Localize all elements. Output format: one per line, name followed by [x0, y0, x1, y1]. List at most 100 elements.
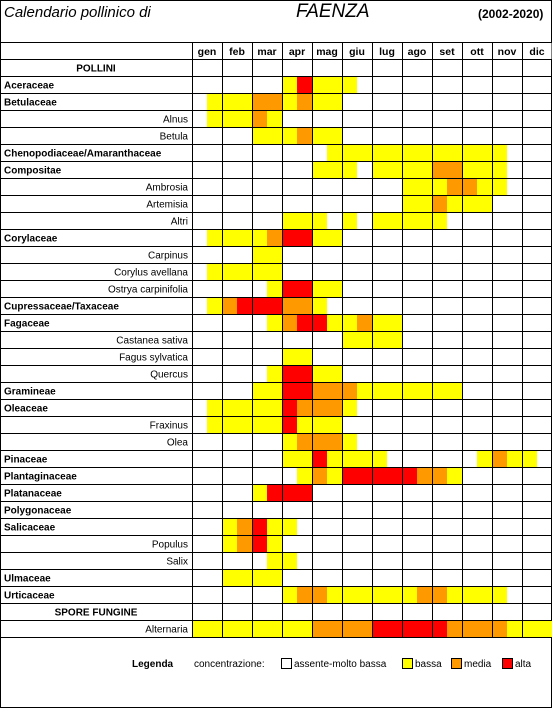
cell-oleaceae-6 — [282, 400, 297, 416]
cell-gramineae-6 — [282, 383, 297, 399]
row-label-oleaceae: Oleaceae — [4, 404, 48, 415]
cell-alternaria-1 — [207, 621, 222, 637]
row-label-populus: Populus — [152, 540, 188, 551]
cell-fagaceae-13 — [387, 315, 402, 331]
cell-alternaria-7 — [297, 621, 312, 637]
cell-fagaceae-11 — [357, 315, 372, 331]
cell-corylaceae-7 — [297, 230, 312, 246]
cell-alternaria-23 — [537, 621, 552, 637]
cell-ulmaceae-5 — [267, 570, 282, 586]
cell-plantaginaceae-7 — [297, 468, 312, 484]
cell-plantaginaceae-9 — [327, 468, 342, 484]
cell-chenopodiaceae-amaranthaceae-19 — [477, 145, 492, 161]
cell-aceraceae-6 — [282, 77, 297, 93]
cell-chenopodiaceae-amaranthaceae-14 — [402, 145, 417, 161]
cell-platanaceae-4 — [252, 485, 267, 501]
cell-altri-12 — [372, 213, 387, 229]
cell-fraxinus-3 — [237, 417, 252, 433]
row-label-pollini: POLLINI — [76, 64, 116, 75]
cell-corylaceae-4 — [252, 230, 267, 246]
cell-salix-5 — [267, 553, 282, 569]
cell-oleaceae-7 — [297, 400, 312, 416]
cell-alternaria-12 — [372, 621, 387, 637]
row-label-olea: Olea — [167, 438, 189, 449]
row-label-fraxinus: Fraxinus — [150, 421, 188, 432]
cell-aceraceae-8 — [312, 77, 327, 93]
cell-cupressaceae-taxaceae-8 — [312, 298, 327, 314]
cell-chenopodiaceae-amaranthaceae-9 — [327, 145, 342, 161]
cell-alternaria-18 — [462, 621, 477, 637]
cell-fagaceae-10 — [342, 315, 357, 331]
cell-plantaginaceae-8 — [312, 468, 327, 484]
cell-alnus-1 — [207, 111, 222, 127]
cell-betulaceae-1 — [207, 94, 222, 110]
cell-ambrosia-17 — [447, 179, 462, 195]
cell-fagus-sylvatica-6 — [282, 349, 297, 365]
cell-cupressaceae-taxaceae-7 — [297, 298, 312, 314]
cell-fagaceae-9 — [327, 315, 342, 331]
legend-swatch-medium — [451, 658, 462, 669]
cell-urticaceae-16 — [432, 587, 447, 603]
cell-betulaceae-7 — [297, 94, 312, 110]
cell-olea-7 — [297, 434, 312, 450]
cell-alternaria-5 — [267, 621, 282, 637]
row-label-ambrosia: Ambrosia — [146, 183, 189, 194]
cell-betula-5 — [267, 128, 282, 144]
row-label-alnus: Alnus — [163, 115, 188, 126]
cell-fraxinus-4 — [252, 417, 267, 433]
cell-ulmaceae-4 — [252, 570, 267, 586]
legend-label-high: alta — [515, 659, 532, 670]
cell-gramineae-12 — [372, 383, 387, 399]
cell-compositae-14 — [402, 162, 417, 178]
cell-artemisia-14 — [402, 196, 417, 212]
cell-urticaceae-9 — [327, 587, 342, 603]
cell-urticaceae-17 — [447, 587, 462, 603]
cell-urticaceae-12 — [372, 587, 387, 603]
month-label-apr: apr — [289, 46, 305, 58]
cell-alternaria-22 — [522, 621, 537, 637]
row-label-betulaceae: Betulaceae — [4, 98, 57, 109]
cell-cupressaceae-taxaceae-6 — [282, 298, 297, 314]
cell-compositae-17 — [447, 162, 462, 178]
cell-chenopodiaceae-amaranthaceae-20 — [492, 145, 507, 161]
cell-alnus-2 — [222, 111, 237, 127]
cell-betulaceae-5 — [267, 94, 282, 110]
cell-urticaceae-13 — [387, 587, 402, 603]
cell-altri-6 — [282, 213, 297, 229]
cell-oleaceae-8 — [312, 400, 327, 416]
cell-pinaceae-21 — [507, 451, 522, 467]
cell-salicaceae-4 — [252, 519, 267, 535]
cell-corylaceae-6 — [282, 230, 297, 246]
chart-title: Calendario pollinico di — [4, 4, 151, 21]
legend-title: Legenda — [132, 659, 174, 670]
cell-olea-8 — [312, 434, 327, 450]
cell-chenopodiaceae-amaranthaceae-13 — [387, 145, 402, 161]
month-label-ott: ott — [470, 46, 484, 58]
cell-cupressaceae-taxaceae-2 — [222, 298, 237, 314]
row-label-plantaginaceae: Plantaginaceae — [4, 472, 77, 483]
cell-urticaceae-20 — [492, 587, 507, 603]
row-label-quercus: Quercus — [150, 370, 188, 381]
legend-concentration-label: concentrazione: — [194, 659, 265, 670]
row-label-gramineae: Gramineae — [4, 387, 56, 398]
cell-chenopodiaceae-amaranthaceae-15 — [417, 145, 432, 161]
cell-plantaginaceae-15 — [417, 468, 432, 484]
cell-betulaceae-6 — [282, 94, 297, 110]
cell-betula-8 — [312, 128, 327, 144]
cell-altri-13 — [387, 213, 402, 229]
cell-ostrya-carpinifolia-7 — [297, 281, 312, 297]
cell-betulaceae-2 — [222, 94, 237, 110]
cell-fagaceae-12 — [372, 315, 387, 331]
cell-alnus-3 — [237, 111, 252, 127]
row-label-compositae: Compositae — [4, 166, 62, 177]
cell-betula-7 — [297, 128, 312, 144]
cell-platanaceae-7 — [297, 485, 312, 501]
legend-swatch-low — [402, 658, 413, 669]
row-label-alternaria: Alternaria — [145, 625, 188, 636]
month-label-gen: gen — [198, 46, 217, 58]
cell-salicaceae-5 — [267, 519, 282, 535]
cell-urticaceae-10 — [342, 587, 357, 603]
cell-plantaginaceae-10 — [342, 468, 357, 484]
cell-alternaria-17 — [447, 621, 462, 637]
cell-alternaria-19 — [477, 621, 492, 637]
